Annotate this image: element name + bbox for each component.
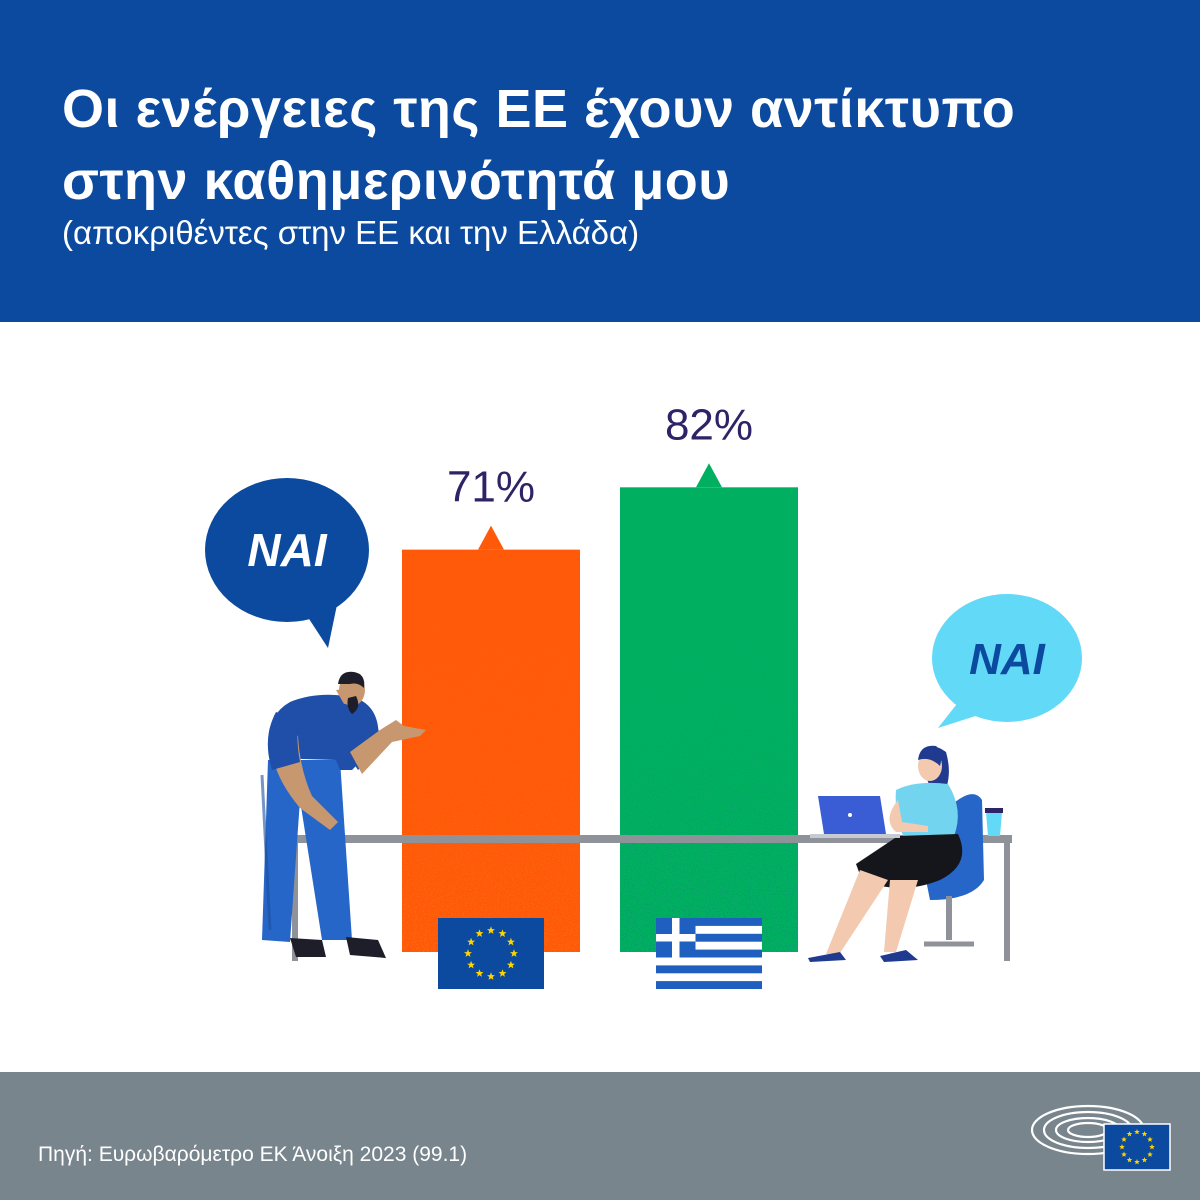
eu-star-icon <box>498 969 507 977</box>
eu-flag-icon <box>438 918 544 989</box>
eu-star-icon <box>487 972 495 980</box>
eu-star-icon <box>1119 1144 1125 1150</box>
eu-star-icon <box>498 929 507 937</box>
bar-greece: 82% <box>620 400 798 952</box>
eu-star-icon <box>1126 1156 1133 1163</box>
desk-illustration <box>292 835 1012 961</box>
eu-star-icon <box>487 926 495 934</box>
eu-star-icon <box>1121 1151 1127 1157</box>
european-parliament-logo-icon <box>1030 1104 1171 1171</box>
eu-star-icon <box>510 949 518 957</box>
eu-star-icon <box>464 949 472 957</box>
bar-eu: 71% <box>402 463 580 952</box>
eu-star-icon <box>475 929 484 937</box>
bar-chart: 71% 82% ΝΑΙ <box>205 400 1082 989</box>
eu-star-icon <box>506 937 515 946</box>
eu-star-icon <box>506 960 515 969</box>
bar-eu-value-label: 71% <box>447 463 535 512</box>
eu-star-icon <box>475 969 484 977</box>
man-pointing-illustration <box>260 671 426 958</box>
eu-star-icon <box>467 937 476 946</box>
eu-star-icon <box>1126 1131 1133 1137</box>
bar-eu-peak <box>478 525 504 550</box>
eu-star-icon <box>1147 1136 1153 1142</box>
footer-bar: Πηγή: Ευρωβαρόμετρο ΕΚ Άνοιξη 2023 (99.1… <box>0 1072 1200 1200</box>
subtitle: (αποκριθέντες στην ΕΕ και την Ελλάδα) <box>62 214 640 251</box>
bubble-right-text: ΝΑΙ <box>969 635 1046 684</box>
speech-bubble-right: ΝΑΙ <box>932 594 1082 728</box>
greek-flag-icon <box>656 918 762 989</box>
eu-star-icon <box>1134 1129 1140 1135</box>
eu-star-icon <box>1121 1136 1127 1142</box>
eu-star-icon <box>1147 1151 1153 1157</box>
bar-greece-value-label: 82% <box>665 400 753 449</box>
title-line-2: στην καθημερινότητά μου <box>62 151 731 211</box>
eu-star-icon <box>1134 1159 1140 1165</box>
speech-bubble-left: ΝΑΙ <box>205 478 369 648</box>
eu-star-icon <box>467 960 476 969</box>
eu-star-icon <box>1141 1131 1148 1137</box>
bubble-left-text: ΝΑΙ <box>247 524 327 576</box>
eu-star-icon <box>1149 1144 1155 1150</box>
title-line-1: Οι ενέργειες της ΕΕ έχουν αντίκτυπο <box>62 79 1016 139</box>
woman-with-laptop-illustration <box>808 745 1003 962</box>
bar-greece-peak <box>696 463 722 488</box>
header-banner: Οι ενέργειες της ΕΕ έχουν αντίκτυπο στην… <box>0 0 1200 322</box>
source-note: Πηγή: Ευρωβαρόμετρο ΕΚ Άνοιξη 2023 (99.1… <box>38 1143 468 1166</box>
eu-star-icon <box>1141 1156 1148 1163</box>
